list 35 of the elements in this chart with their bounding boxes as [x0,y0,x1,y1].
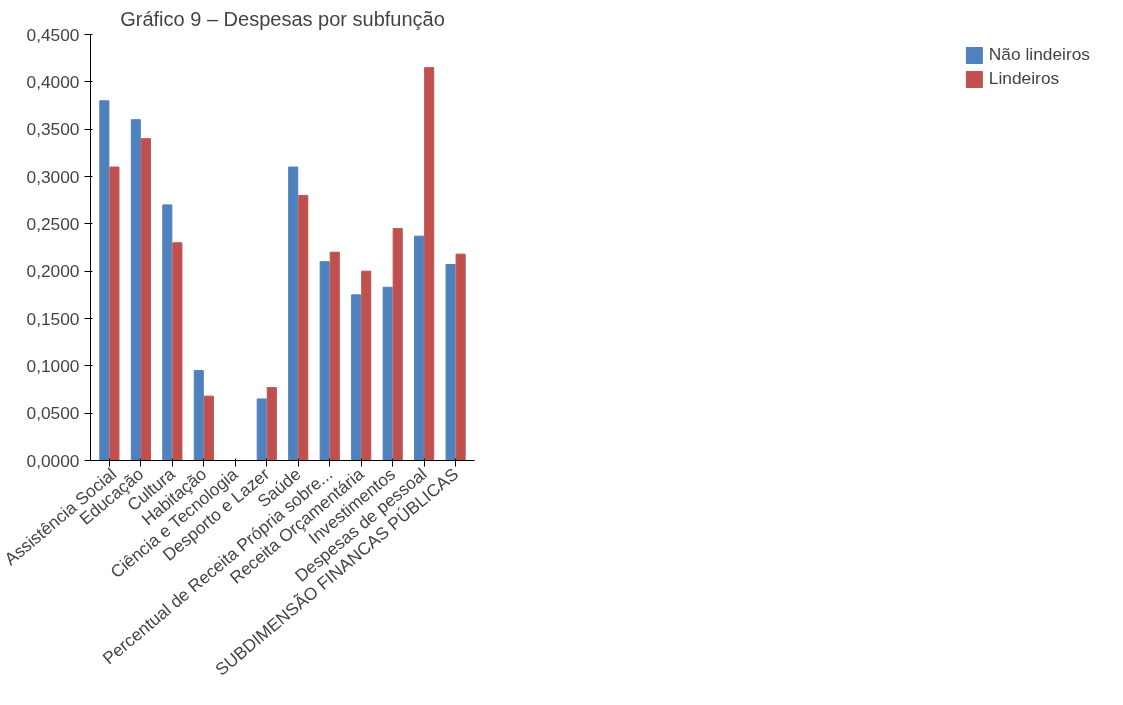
bar [99,100,110,461]
y-tick-label: 0,2000 [26,261,80,282]
y-tick-label: 0,3500 [26,119,80,140]
bar [382,286,393,461]
bar [351,294,362,461]
bar [392,228,403,461]
bar [193,370,204,461]
legend-label: Lindeiros [988,68,1060,89]
bar [298,194,309,461]
bar [361,270,372,461]
bar [424,67,435,461]
y-tick-label: 0,0500 [26,403,80,424]
bar [109,166,120,461]
bar [130,119,141,461]
bar [329,251,340,461]
y-tick-label: 0,3000 [26,166,80,187]
y-tick-label: 0,2500 [26,213,80,234]
y-tick-label: 0,4500 [26,24,80,45]
bar [455,253,466,461]
bar [140,138,151,461]
bar [162,204,173,461]
bar [288,166,299,461]
legend-label: Não lindeiros [988,44,1090,65]
bar [172,242,183,461]
y-tick-label: 0,4000 [26,71,80,92]
y-tick-label: 0,1000 [26,355,80,376]
bar [256,398,267,461]
bar [445,264,456,461]
y-tick-label: 0,1500 [26,308,80,329]
bar [266,387,277,461]
chart-title: Gráfico 9 – Despesas por subfunção [120,7,445,30]
bar [203,395,214,461]
bar [414,235,425,461]
y-tick-label: 0,0000 [26,450,80,471]
bar [319,261,330,461]
